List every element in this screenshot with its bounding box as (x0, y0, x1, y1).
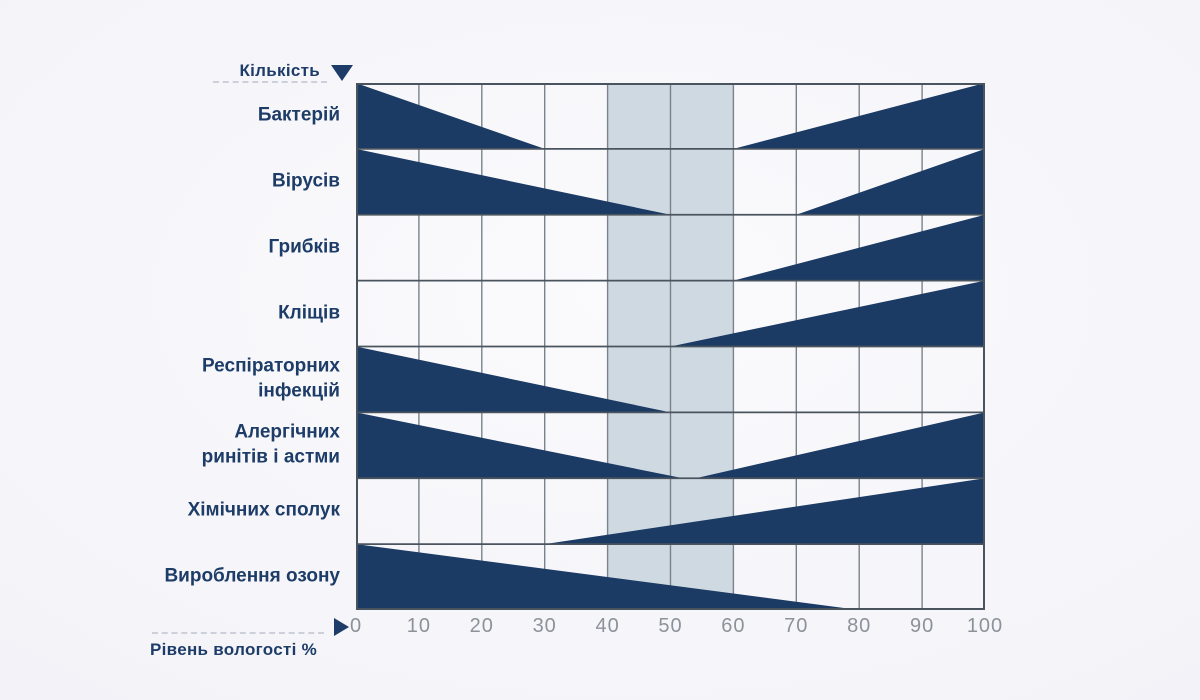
x-tick-label: 70 (784, 615, 809, 637)
x-tick-label: 40 (595, 615, 620, 637)
data-wedge (356, 544, 860, 610)
row-label-chemical-compounds: Хімічних сполук (187, 499, 340, 521)
x-tick-label: 60 (721, 615, 746, 637)
data-wedge (796, 148, 985, 215)
x-tick-label: 0 (349, 615, 363, 637)
decorative-dashed-line-bottom (152, 632, 324, 634)
row-label-viruses: Вірусів (272, 170, 340, 192)
row-label-allergic-rhinitis-asthma: Алергічних ринітів і астми (201, 421, 340, 467)
chart-canvas (356, 83, 985, 610)
data-wedge (733, 83, 985, 149)
data-wedge (356, 83, 545, 149)
x-tick-label: 10 (406, 615, 432, 637)
chart-border (356, 83, 985, 610)
row-label-ozone-production: Вироблення озону (164, 565, 340, 587)
data-wedge (670, 280, 985, 347)
y-axis-arrow-down-icon (331, 65, 353, 81)
row-label-bacteria: Бактерій (257, 104, 340, 126)
x-tick-label: 20 (469, 615, 494, 637)
data-wedge (733, 214, 985, 281)
x-tick-label: 50 (658, 615, 683, 637)
x-axis-arrow-right-icon (334, 618, 349, 636)
x-tick-label: 100 (966, 615, 1004, 637)
x-tick-label: 80 (847, 615, 872, 637)
row-label-mites: Кліщів (278, 302, 340, 324)
data-wedge (356, 346, 671, 413)
x-tick-label: 90 (909, 615, 935, 637)
decorative-dashed-line-top (213, 81, 327, 83)
y-axis-title: Кількість (239, 61, 320, 80)
x-axis-title: Рівень вологості % (150, 640, 318, 659)
row-label-fungi: Грибків (268, 236, 340, 258)
x-tick-label: 30 (532, 615, 557, 637)
data-wedge (695, 412, 985, 479)
data-wedge (356, 148, 671, 215)
row-label-respiratory-infections: Респіраторних інфекцій (201, 355, 340, 401)
data-wedge (356, 412, 684, 479)
